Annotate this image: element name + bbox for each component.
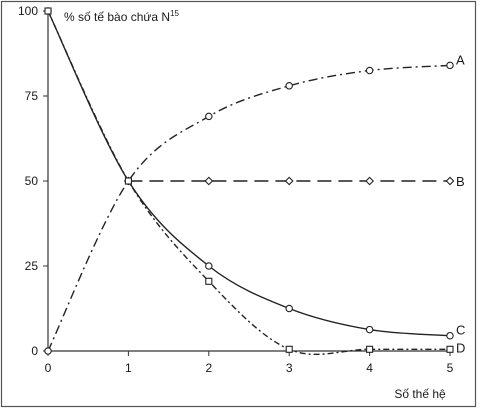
- series-a-point: [446, 61, 454, 70]
- series-a-point: [285, 82, 293, 90]
- series-d-point: [285, 345, 293, 353]
- series-b-point: [445, 176, 455, 186]
- series-d-point: [205, 277, 213, 285]
- y-axis-title-superscript: 15: [170, 9, 179, 18]
- x-tick-label: 0: [45, 361, 52, 375]
- y-tick-label: 75: [25, 89, 39, 103]
- series-c-label: C: [456, 323, 465, 338]
- series-d-label: D: [456, 340, 465, 355]
- series-a-point: [205, 112, 213, 121]
- series-d-point: [366, 345, 374, 353]
- series-b-label: B: [456, 174, 465, 189]
- series-c-point: [285, 304, 293, 313]
- series-a-line: [47, 64, 451, 352]
- x-tick-label: 3: [286, 361, 293, 375]
- axes: [43, 10, 451, 356]
- y-tick-label: 25: [25, 259, 39, 273]
- chart-frame: [0, 0, 477, 408]
- x-tick-label: 1: [125, 361, 132, 375]
- x-tick-label: 5: [447, 361, 454, 375]
- series-d-point: [44, 7, 52, 15]
- series-b-point: [284, 176, 294, 186]
- x-tick-label: 2: [205, 361, 212, 375]
- series-c-point: [446, 331, 454, 340]
- series-a-point: [365, 66, 374, 75]
- y-tick-label: 0: [31, 344, 38, 358]
- y-tick-label: 100: [18, 4, 38, 18]
- series-b-point: [365, 176, 374, 186]
- x-tick-label: 4: [366, 361, 373, 375]
- series-a-point: [44, 347, 52, 355]
- series-c-point: [205, 262, 213, 270]
- series-layer: [44, 7, 455, 355]
- x-axis-title: Số thế hệ: [394, 387, 446, 401]
- y-tick-label: 50: [25, 174, 39, 188]
- series-c-point: [365, 325, 374, 334]
- series-d-point: [446, 345, 454, 353]
- series-a-label: A: [456, 52, 465, 67]
- series-d-line: [47, 10, 450, 355]
- series-c-line: [47, 10, 451, 337]
- series-d-point: [124, 177, 132, 185]
- y-axis-title: % số tế bào chứa N15: [64, 9, 180, 24]
- series-b-point: [204, 176, 214, 186]
